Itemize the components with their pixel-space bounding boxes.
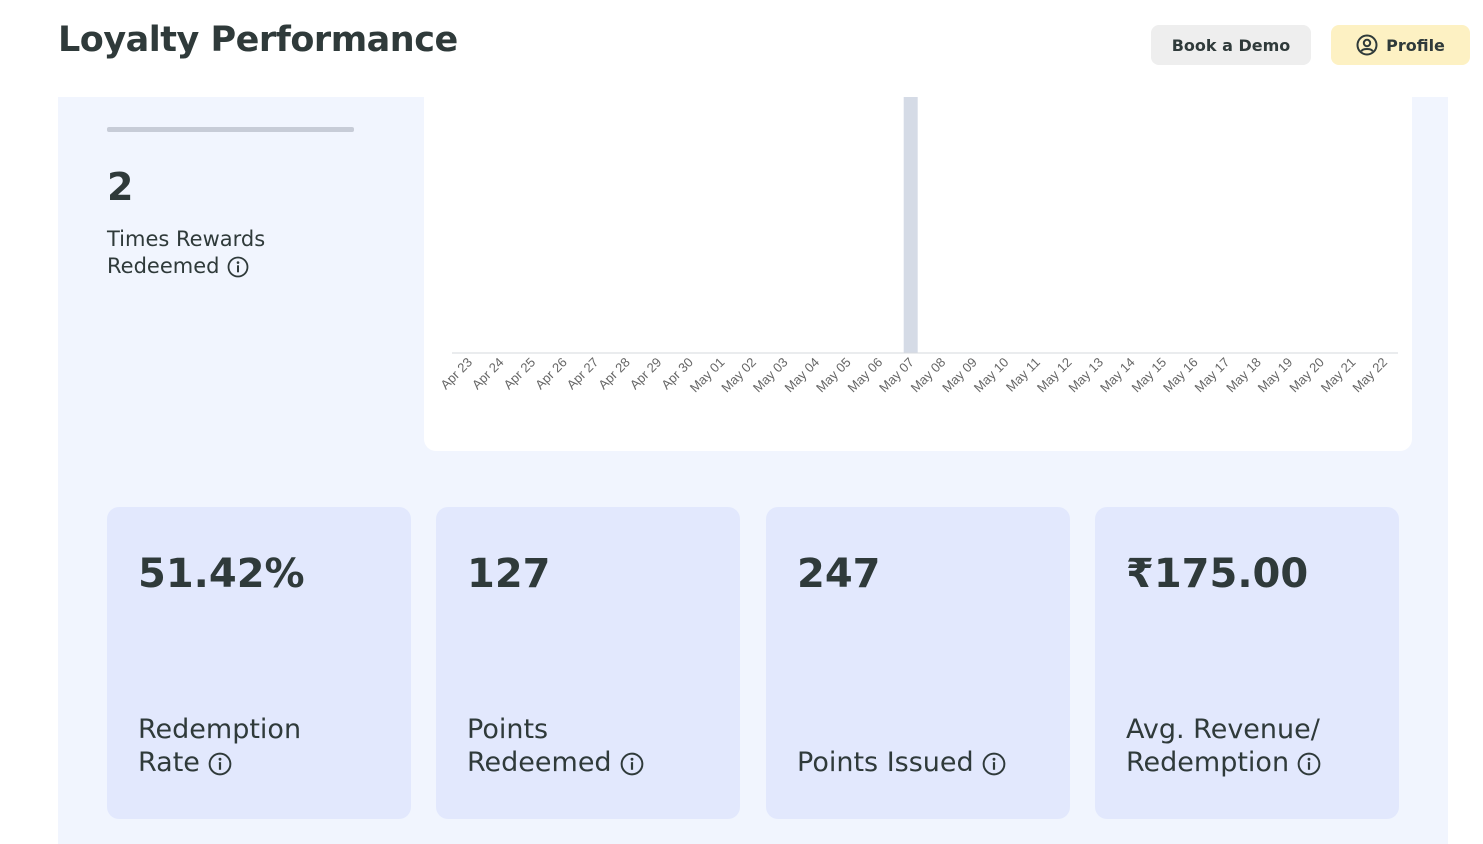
points-issued-value: 247 [797, 551, 881, 597]
x-tick-label: May 16 [1160, 355, 1201, 396]
x-tick-label: Apr 28 [595, 355, 633, 393]
times-redeemed-label-line1: Times Rewards [107, 227, 266, 251]
x-tick-label: May 21 [1318, 355, 1359, 396]
x-tick-label: May 03 [750, 355, 791, 396]
times-redeemed-value: 2 [107, 165, 134, 209]
info-circle-icon[interactable] [227, 256, 249, 278]
info-circle-icon[interactable] [982, 752, 1006, 776]
x-tick-label: Apr 25 [501, 355, 539, 393]
x-tick-label: May 05 [813, 355, 854, 396]
redemption-rate-label-line1: Redemption [138, 714, 302, 745]
redemptions-chart-card: Apr 23 Apr 24 Apr 25 Apr 26 Apr 27 Apr 28 Apr … [424, 97, 1412, 451]
avg-revenue-card: ₹175.00 Avg. Revenue/ Redemption [1095, 507, 1399, 819]
x-tick-label: Apr 29 [627, 355, 665, 393]
info-circle-icon[interactable] [620, 752, 644, 776]
x-tick-label: May 22 [1349, 355, 1390, 396]
avg-revenue-value: ₹175.00 [1126, 551, 1309, 597]
x-tick-label: May 13 [1065, 355, 1106, 396]
x-tick-label: Apr 24 [469, 355, 507, 393]
x-tick-label: May 10 [971, 355, 1012, 396]
book-demo-label: Book a Demo [1171, 35, 1291, 55]
x-tick-label: Apr 26 [532, 355, 570, 393]
points-issued-label: Points Issued [797, 746, 1057, 779]
points-redeemed-label-line2: Redeemed [467, 747, 612, 778]
x-tick-label: May 07 [876, 355, 917, 396]
x-tick-label: Apr 27 [564, 355, 602, 393]
profile-button[interactable]: Profile [1331, 25, 1470, 65]
redemption-rate-label-line2: Rate [138, 747, 200, 778]
redemption-rate-card: 51.42% Redemption Rate [107, 507, 411, 819]
x-tick-label: May 02 [718, 355, 759, 396]
redemption-rate-value: 51.42% [138, 551, 305, 597]
times-redeemed-label-line2: Redeemed [107, 254, 220, 278]
points-redeemed-label-line1: Points [467, 714, 549, 745]
x-tick-label: May 09 [939, 355, 980, 396]
user-circle-icon [1356, 34, 1378, 56]
profile-label: Profile [1386, 35, 1445, 55]
points-redeemed-label: Points Redeemed [467, 713, 727, 779]
chart-bar[interactable] [903, 97, 918, 353]
times-redeemed-label: Times Rewards Redeemed [107, 226, 367, 280]
points-issued-card: 247 Points Issued [766, 507, 1070, 819]
avg-revenue-label-line1: Avg. Revenue/ [1126, 714, 1320, 745]
points-redeemed-card: 127 Points Redeemed [436, 507, 740, 819]
avg-revenue-label: Avg. Revenue/ Redemption [1126, 713, 1386, 779]
page-title: Loyalty Performance [58, 20, 458, 60]
x-tick-label: May 17 [1192, 355, 1233, 396]
x-tick-label: Apr 23 [437, 355, 475, 393]
stat-divider [107, 127, 354, 132]
avg-revenue-label-line2: Redemption [1126, 747, 1290, 778]
info-circle-icon[interactable] [208, 752, 232, 776]
info-circle-icon[interactable] [1297, 752, 1321, 776]
x-tick-label: May 19 [1255, 355, 1296, 396]
points-redeemed-value: 127 [467, 551, 551, 597]
redemption-rate-label: Redemption Rate [138, 713, 398, 779]
top-bar: Loyalty Performance Book a Demo Profile [0, 0, 1483, 97]
points-issued-label-line2: Points Issued [797, 747, 974, 778]
book-demo-button[interactable]: Book a Demo [1151, 25, 1311, 65]
